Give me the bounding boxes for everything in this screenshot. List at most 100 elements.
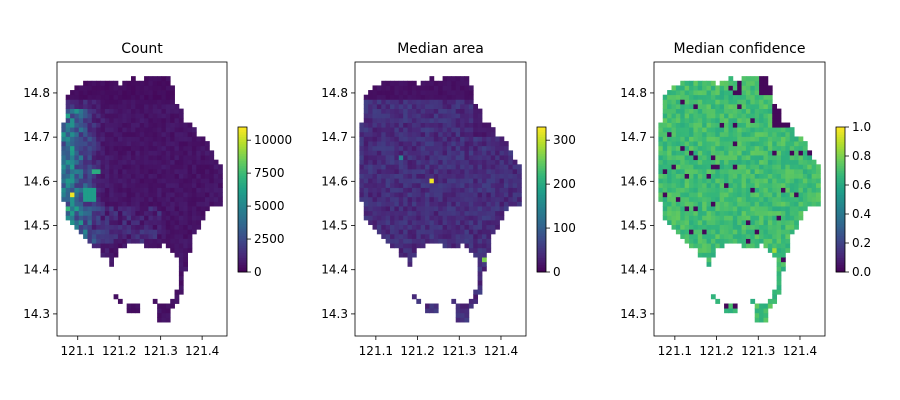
heatmap-cell — [135, 159, 141, 165]
colorbar-segment — [537, 143, 546, 147]
heatmap-cell — [745, 85, 751, 91]
heatmap-cell — [728, 173, 734, 179]
heatmap-cell — [684, 136, 690, 142]
heatmap-cell — [139, 182, 145, 188]
heatmap-cell — [139, 131, 145, 137]
heatmap-cell — [438, 187, 443, 193]
heatmap-cell — [425, 90, 430, 96]
heatmap-cell — [455, 224, 461, 230]
colorbar-segment — [836, 247, 845, 251]
heatmap-cell — [200, 145, 206, 151]
heatmap-cell — [482, 219, 487, 226]
heatmap-cell — [78, 155, 84, 161]
heatmap-cell — [477, 196, 483, 202]
heatmap-cell — [205, 141, 210, 147]
heatmap-cell — [667, 178, 672, 184]
heatmap-cell — [759, 187, 764, 193]
heatmap-cell — [131, 192, 136, 198]
heatmap-cell — [122, 182, 128, 188]
heatmap-cell — [741, 94, 747, 100]
heatmap-cell — [715, 215, 721, 221]
heatmap-cell — [490, 127, 496, 133]
heatmap-cell — [737, 90, 742, 96]
heatmap-cell — [390, 99, 395, 105]
heatmap-cell — [745, 155, 751, 161]
heatmap-cell — [662, 210, 668, 216]
heatmap-cell — [411, 103, 417, 110]
heatmap-cell — [442, 155, 448, 161]
colorbar-segment — [537, 187, 546, 191]
heatmap-cell — [91, 99, 97, 105]
heatmap-cell — [798, 201, 804, 207]
heatmap-cell — [455, 94, 461, 100]
heatmap-cell — [763, 182, 769, 188]
heatmap-cell — [416, 243, 422, 249]
heatmap-cell — [109, 155, 114, 161]
colorbar-tick-label: 7500 — [254, 166, 285, 180]
heatmap-cell — [667, 182, 672, 188]
heatmap-cell — [420, 99, 426, 105]
heatmap-cell — [759, 113, 764, 119]
heatmap-cell — [482, 247, 487, 253]
heatmap-cell — [438, 210, 443, 216]
colorbar-segment — [238, 136, 247, 140]
heatmap-cell — [178, 201, 184, 207]
heatmap-cell — [706, 80, 712, 86]
heatmap-cell — [131, 155, 136, 161]
heatmap-cell — [697, 247, 703, 253]
heatmap-cell — [693, 136, 699, 142]
heatmap-cell — [477, 127, 483, 133]
heatmap-cell — [144, 127, 149, 133]
heatmap-cell — [517, 178, 522, 184]
heatmap-cell — [442, 122, 448, 128]
heatmap-cell — [433, 196, 439, 202]
heatmap-cell — [438, 192, 443, 198]
heatmap-cell — [745, 187, 751, 193]
heatmap-cell — [763, 173, 769, 179]
heatmap-cell — [96, 136, 101, 142]
heatmap-cell — [438, 168, 443, 174]
colorbar-segment — [537, 163, 546, 167]
heatmap-cell — [91, 233, 97, 239]
heatmap-cell — [442, 196, 448, 202]
heatmap-cell — [157, 206, 162, 212]
heatmap-cell — [702, 187, 707, 193]
heatmap-cell — [152, 136, 158, 142]
heatmap-cell — [785, 150, 791, 156]
heatmap-cell — [148, 90, 154, 96]
heatmap-cell — [759, 99, 764, 105]
heatmap-cell — [710, 159, 716, 165]
colorbar-segment — [537, 226, 546, 229]
heatmap-cell — [148, 192, 154, 198]
heatmap-cell — [416, 141, 422, 147]
heatmap-cell — [74, 99, 80, 105]
heatmap-cell — [87, 173, 93, 179]
heatmap-cell — [139, 80, 145, 86]
y-tick-label: 14.6 — [321, 174, 348, 188]
heatmap-cell — [710, 201, 716, 207]
heatmap-cell — [468, 215, 474, 221]
heatmap-cell — [368, 187, 373, 193]
heatmap-cell — [438, 182, 443, 188]
heatmap-cell — [87, 145, 93, 151]
heatmap-cell — [113, 103, 119, 110]
heatmap-cell — [170, 196, 175, 202]
heatmap-cell — [174, 187, 180, 193]
heatmap-cell — [376, 127, 382, 133]
heatmap-cell — [411, 206, 417, 212]
colorbar-segment — [836, 228, 845, 232]
heatmap-cell — [420, 201, 426, 207]
heatmap-cell — [122, 206, 128, 212]
heatmap-cell — [213, 201, 219, 207]
heatmap-cell — [789, 215, 795, 221]
heatmap-cell — [468, 219, 474, 226]
heatmap-cell — [662, 215, 668, 221]
heatmap-cell — [196, 219, 202, 226]
x-tick-label: 121.1 — [658, 344, 692, 358]
heatmap-cell — [425, 182, 430, 188]
heatmap-cell — [429, 206, 435, 212]
heatmap-cell — [87, 113, 93, 119]
heatmap-cell — [403, 141, 408, 147]
heatmap-cell — [697, 94, 703, 100]
heatmap-cell — [702, 127, 707, 133]
